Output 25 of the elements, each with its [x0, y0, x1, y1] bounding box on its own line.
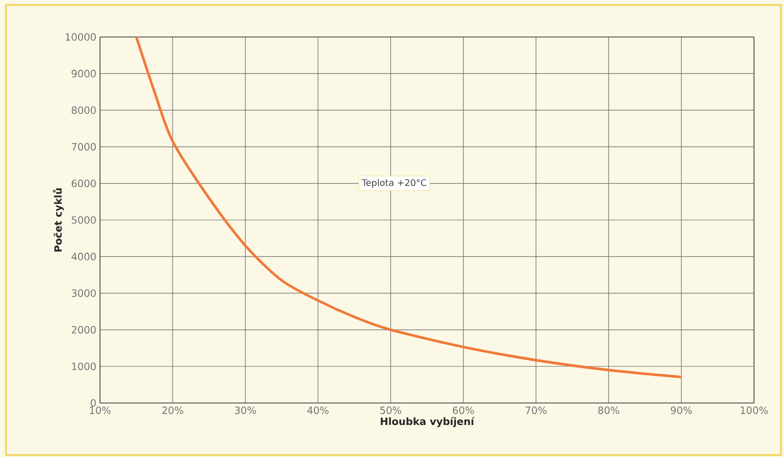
y-tick-label: 5000	[72, 216, 96, 224]
x-tick-label: 70%	[526, 406, 547, 414]
x-tick-label: 60%	[452, 406, 474, 414]
x-tick-label: 10%	[90, 406, 111, 414]
x-tick-label: 30%	[234, 406, 256, 414]
x-tick-label: 90%	[670, 406, 692, 414]
y-tick-label: 4000	[72, 252, 96, 260]
y-tick-label: 0	[90, 399, 96, 407]
y-tick-label: 7000	[72, 142, 96, 151]
x-axis-title: Hloubka vybíjení	[380, 416, 475, 428]
y-tick-label: 8000	[72, 106, 96, 114]
x-tick-label: 100%	[740, 406, 768, 414]
y-tick-label: 6000	[72, 180, 96, 188]
y-tick-label: 3000	[72, 289, 96, 297]
y-tick-label: 1000	[72, 362, 96, 370]
x-tick-label: 80%	[598, 406, 620, 414]
y-tick-label: 2000	[72, 326, 96, 334]
line-series	[135, 36, 683, 378]
x-tick-label: 40%	[307, 406, 329, 414]
y-tick-label: 9000	[72, 70, 96, 78]
annotation: Teplota +20°C	[362, 179, 426, 188]
x-tick-label: 50%	[380, 406, 402, 414]
x-tick-label: 20%	[162, 406, 184, 414]
y-axis-title: Počet cyklů	[52, 188, 64, 252]
y-tick-label: 10000	[66, 33, 96, 41]
